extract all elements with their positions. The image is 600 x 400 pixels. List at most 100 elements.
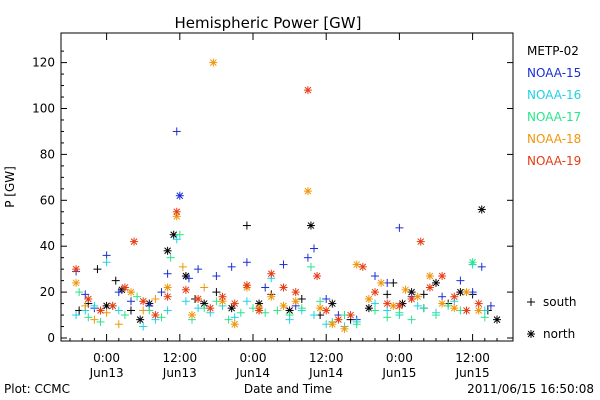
data-point	[407, 315, 416, 324]
x-axis: 0:00Jun1312:00Jun130:00Jun1412:00Jun140:…	[69, 33, 498, 380]
data-point	[419, 290, 428, 299]
data-point	[340, 324, 349, 333]
data-point	[303, 253, 312, 262]
data-point	[462, 288, 471, 297]
data-point	[178, 262, 187, 271]
data-point	[96, 317, 105, 326]
x-tick-time-label: 0:00	[240, 351, 267, 365]
data-point	[346, 311, 355, 320]
data-point	[310, 244, 318, 253]
data-point	[181, 285, 190, 294]
data-point	[194, 265, 203, 274]
data-point	[401, 285, 410, 294]
x-tick-date-label: Jun15	[455, 366, 490, 380]
data-point	[75, 288, 84, 297]
y-tick-label: 20	[40, 285, 55, 299]
data-point	[316, 304, 325, 313]
data-point	[438, 299, 447, 308]
data-point	[450, 304, 459, 313]
data-point	[114, 320, 123, 329]
data-point	[72, 265, 81, 274]
y-axis: 0 20 40 60 80 100 120	[32, 50, 513, 345]
data-point	[130, 237, 139, 246]
data-point	[127, 288, 135, 297]
chart-title: Hemispheric Power [GW]	[175, 14, 362, 32]
data-point	[200, 283, 209, 292]
data-point	[303, 86, 312, 95]
data-point	[242, 281, 251, 290]
data-point	[474, 306, 483, 315]
data-point	[358, 262, 367, 271]
data-point	[303, 187, 312, 196]
data-point	[273, 306, 282, 315]
x-tick-date-label: Jun14	[235, 366, 270, 380]
data-point	[425, 272, 434, 281]
data-point	[279, 301, 288, 310]
data-point	[84, 294, 93, 303]
data-point	[236, 308, 245, 317]
x-tick-date-label: Jun14	[308, 366, 343, 380]
y-tick-label: 120	[32, 56, 55, 70]
data-point	[172, 127, 181, 136]
data-point	[120, 283, 129, 292]
data-point	[114, 306, 123, 315]
data-point	[438, 292, 447, 301]
data-point	[255, 306, 264, 315]
data-point	[395, 301, 404, 310]
data-point	[157, 313, 166, 322]
data-point	[230, 320, 239, 329]
data-point	[163, 306, 172, 315]
data-point	[267, 292, 276, 301]
data-point	[242, 297, 251, 306]
data-point	[279, 260, 288, 269]
data-point	[493, 315, 501, 324]
data-point	[328, 320, 337, 329]
data-point	[352, 260, 361, 269]
data-point	[230, 313, 239, 322]
data-point	[364, 304, 373, 313]
marker-legend-symbol	[527, 298, 535, 306]
data-point	[383, 306, 392, 315]
data-point	[462, 306, 471, 315]
data-point	[352, 320, 361, 329]
data-point	[184, 274, 193, 283]
series-legend: METP-02 NOAA-15 NOAA-16 NOAA-17 NOAA-18 NOAA-…	[527, 44, 581, 168]
y-tick-label: 0	[47, 331, 55, 345]
data-point	[480, 313, 489, 322]
legend-entry: NOAA-18	[527, 132, 581, 146]
data-point	[425, 283, 434, 292]
data-point	[432, 278, 440, 287]
data-point	[486, 301, 495, 310]
x-tick-time-label: 12:00	[163, 351, 198, 365]
data-point	[72, 278, 81, 287]
data-point	[172, 235, 181, 244]
data-point	[206, 304, 215, 313]
data-point	[310, 311, 318, 320]
legend-entry: METP-02	[527, 44, 579, 58]
data-point	[438, 272, 447, 281]
data-points	[72, 58, 501, 333]
data-point	[163, 246, 172, 255]
marker-legend-label: south	[543, 295, 577, 309]
data-point	[81, 301, 90, 310]
data-point	[175, 191, 184, 200]
legend-entry: NOAA-16	[527, 88, 581, 102]
data-point	[477, 205, 486, 214]
data-point	[371, 288, 379, 297]
data-point	[328, 299, 337, 308]
data-point	[383, 290, 392, 299]
legend-entry: NOAA-15	[527, 66, 581, 80]
data-point	[227, 262, 236, 271]
y-tick-label: 100	[32, 102, 55, 116]
data-point	[181, 297, 190, 306]
x-tick-date-label: Jun13	[89, 366, 124, 380]
data-point	[413, 292, 422, 301]
data-point	[371, 306, 379, 315]
data-point	[163, 269, 172, 278]
data-point	[209, 58, 218, 67]
data-point	[306, 262, 315, 271]
data-point	[120, 311, 129, 320]
data-point	[306, 221, 315, 230]
data-point	[133, 292, 142, 301]
